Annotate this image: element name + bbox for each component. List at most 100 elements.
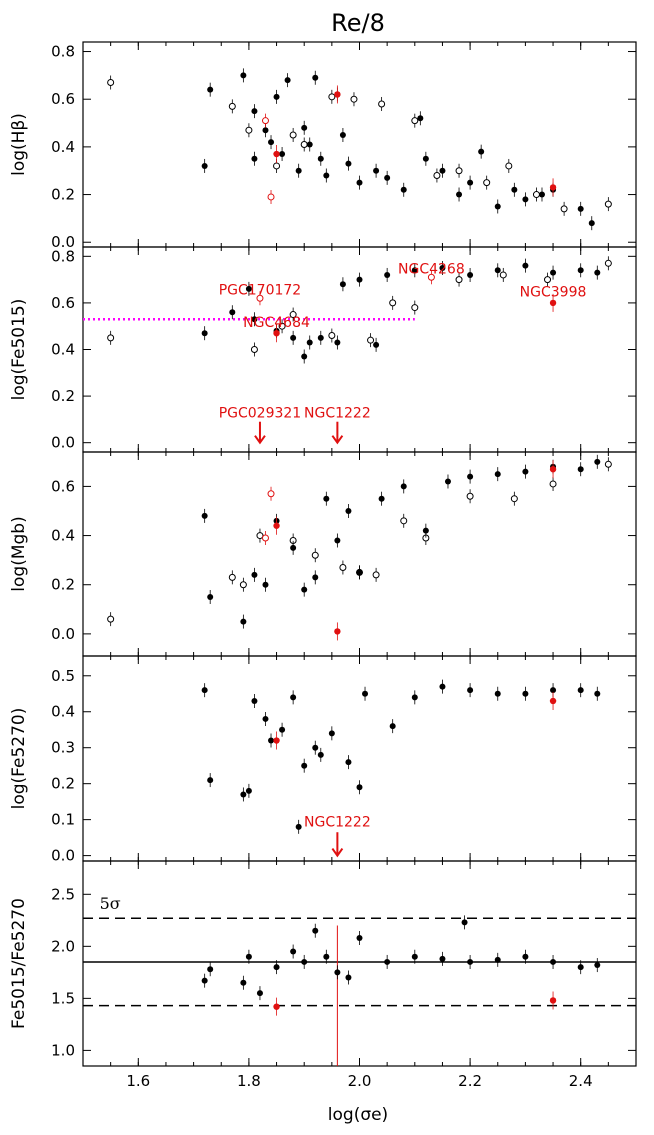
- red-filled-point: [273, 329, 280, 337]
- filled-point: [411, 953, 418, 960]
- filled-point: [522, 262, 529, 269]
- filled-point: [328, 730, 335, 737]
- red-filled-point: [273, 1003, 280, 1010]
- filled-point: [577, 466, 584, 473]
- filled-point: [306, 339, 313, 346]
- panel-5: 1.6 1.8 2.0 2.2 2.4 1.0 1.5 2.0 2.5 Fe5015/Fe5270…: [9, 860, 637, 1090]
- filled-point: [511, 186, 518, 193]
- y-tick-label: 2.5: [51, 885, 75, 903]
- red-filled-point: [549, 299, 557, 307]
- filled-point: [334, 969, 341, 976]
- annotation-label: PGC029321: [219, 406, 302, 422]
- filled-point: [207, 777, 214, 784]
- filled-point: [522, 468, 529, 475]
- annotation-label: NGC1222: [304, 814, 371, 830]
- filled-point: [356, 935, 363, 942]
- filled-point: [467, 687, 474, 694]
- filled-point: [207, 966, 214, 973]
- filled-point: [494, 471, 501, 478]
- open-point: [411, 304, 419, 312]
- filled-point: [279, 726, 286, 733]
- filled-point: [467, 271, 474, 278]
- filled-point: [373, 167, 380, 174]
- filled-point: [339, 281, 346, 288]
- y-axis-label: log(Fe5015): [9, 299, 29, 401]
- filled-point: [323, 495, 330, 502]
- y-tick-label: 0.4: [51, 341, 75, 359]
- open-point: [510, 495, 518, 503]
- filled-point: [384, 174, 391, 181]
- filled-point: [245, 285, 252, 292]
- red-filled-point: [549, 466, 557, 473]
- filled-point: [577, 964, 584, 971]
- y-axis-label: log(Fe5270): [9, 708, 29, 810]
- filled-point: [312, 927, 319, 934]
- filled-point: [444, 478, 451, 485]
- filled-point: [317, 155, 324, 162]
- red-open-point: [256, 294, 264, 302]
- open-point: [350, 95, 358, 103]
- filled-point: [494, 956, 501, 963]
- x-tick-label: 2.2: [458, 1072, 482, 1090]
- filled-point: [422, 155, 429, 162]
- y-tick-label: 0.4: [51, 527, 75, 545]
- y-tick-label: 0.8: [51, 43, 75, 61]
- filled-point: [384, 958, 391, 965]
- y-tick-label: 0.4: [51, 138, 75, 156]
- filled-point: [201, 162, 208, 169]
- y-tick-label: 0.8: [51, 247, 75, 265]
- panel-3: 0.0 0.2 0.4 0.6 log(Mgb): [9, 451, 637, 657]
- open-point: [367, 336, 375, 344]
- filled-point: [262, 715, 269, 722]
- filled-point: [356, 569, 363, 576]
- y-tick-label: 0.6: [51, 90, 75, 108]
- annotation-label: PGC170172: [219, 282, 302, 298]
- filled-point: [251, 108, 258, 115]
- open-point: [544, 276, 552, 284]
- open-point: [499, 271, 507, 279]
- y-tick-label: 0.2: [51, 387, 75, 405]
- y-tick-label: 0.1: [51, 811, 75, 829]
- y-tick-label: 0.0: [51, 847, 75, 865]
- x-tick-label: 1.6: [126, 1072, 150, 1090]
- y-tick-label: 0.2: [51, 576, 75, 594]
- filled-point: [317, 751, 324, 758]
- open-point: [604, 259, 612, 267]
- filled-point: [461, 919, 468, 926]
- open-point: [250, 346, 258, 353]
- filled-point: [245, 953, 252, 960]
- open-point: [107, 79, 115, 87]
- y-tick-label: 0.0: [51, 233, 75, 251]
- open-point: [400, 517, 408, 525]
- filled-point: [240, 72, 247, 79]
- filled-point: [312, 574, 319, 581]
- open-point: [107, 615, 115, 623]
- filled-point: [273, 964, 280, 971]
- panel-4: 0.0 0.1 0.2 0.3 0.4 0.5 log(Fe5270) NGC1222: [9, 655, 637, 865]
- filled-point: [345, 160, 352, 167]
- panel-2: 0.0 0.2 0.4 0.6 0.8 log(Fe5015) PGC170172 NGC46…: [9, 246, 637, 453]
- panel-1: 0.0 0.2 0.4 0.6 0.8 log(Hβ): [9, 41, 637, 251]
- open-point: [433, 171, 441, 179]
- filled-point: [251, 571, 258, 578]
- y-axis-label: Fe5015/Fe5270: [9, 898, 29, 1029]
- filled-point: [240, 618, 247, 625]
- x-tick-label: 2.4: [569, 1072, 593, 1090]
- filled-point: [290, 544, 297, 551]
- annotation-label: NGC4684: [243, 315, 310, 331]
- open-point: [455, 276, 463, 284]
- chart-title: Re/8: [331, 9, 385, 37]
- filled-point: [422, 527, 429, 534]
- filled-point: [478, 148, 485, 155]
- filled-point: [256, 990, 263, 997]
- open-point: [560, 205, 568, 213]
- filled-point: [334, 537, 341, 544]
- y-tick-label: 0.0: [51, 434, 75, 452]
- panel-frame: [82, 41, 637, 248]
- filled-point: [594, 962, 601, 969]
- y-tick-label: 0.6: [51, 294, 75, 312]
- filled-point: [301, 124, 308, 131]
- filled-point: [284, 77, 291, 84]
- filled-point: [301, 762, 308, 769]
- y-tick-label: 0.5: [51, 667, 75, 685]
